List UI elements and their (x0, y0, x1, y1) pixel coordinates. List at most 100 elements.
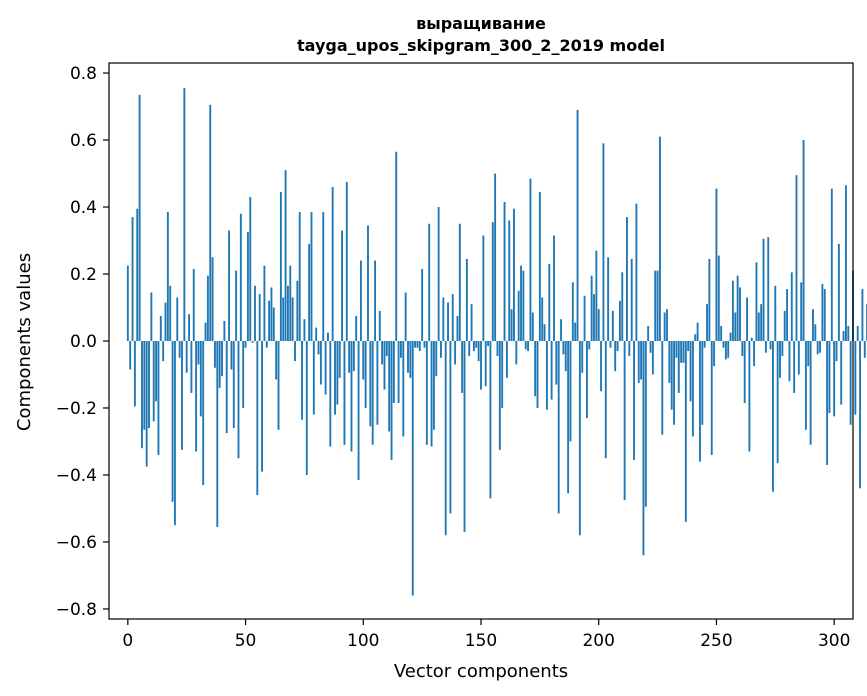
bar-230 (668, 341, 671, 383)
bar-33 (204, 322, 207, 341)
bar-59 (265, 341, 268, 348)
bar-127 (425, 341, 428, 445)
bar-31 (199, 341, 202, 417)
bar-58 (263, 265, 266, 341)
bar-295 (821, 284, 824, 341)
bar-245 (703, 341, 706, 348)
bar-136 (447, 302, 449, 341)
bar-227 (661, 341, 664, 435)
bar-313 (863, 341, 866, 358)
bar-143 (463, 341, 466, 532)
bar-130 (432, 341, 435, 430)
bar-6 (141, 341, 143, 449)
bar-79 (312, 341, 315, 415)
y-tick-label: −0.6 (56, 533, 97, 553)
bar-263 (746, 297, 748, 341)
bar-261 (741, 341, 744, 357)
bar-169 (524, 341, 527, 350)
bar-15 (162, 341, 165, 362)
bar-125 (421, 268, 424, 341)
bar-219 (642, 341, 645, 556)
bar-183 (557, 341, 560, 514)
bar-154 (489, 341, 492, 499)
y-tick-label: 0.6 (70, 131, 97, 151)
bar-53 (251, 341, 254, 343)
bar-233 (675, 341, 678, 358)
bar-283 (793, 341, 796, 393)
bar-185 (562, 341, 565, 355)
bar-115 (397, 341, 400, 403)
bar-0 (126, 265, 129, 341)
bar-192 (578, 341, 581, 536)
bar-114 (395, 151, 398, 341)
bar-40 (221, 341, 223, 377)
bar-199 (595, 250, 598, 341)
bar-277 (779, 341, 781, 378)
bar-161 (505, 341, 508, 378)
bar-87 (331, 186, 334, 341)
bar-204 (607, 257, 610, 341)
bar-83 (322, 212, 325, 341)
bar-309 (854, 341, 857, 415)
bar-234 (677, 341, 680, 393)
bar-51 (246, 232, 249, 341)
bar-72 (296, 280, 299, 341)
bar-240 (691, 341, 694, 437)
bar-2 (131, 217, 134, 341)
bar-268 (757, 312, 760, 341)
bar-168 (522, 270, 525, 341)
bar-148 (475, 341, 478, 348)
bar-157 (496, 341, 499, 357)
bar-19 (171, 341, 174, 502)
bar-264 (748, 341, 751, 452)
bar-202 (602, 143, 605, 341)
bar-153 (487, 341, 489, 347)
bar-208 (616, 341, 619, 352)
chart-title-line2: tayga_upos_skipgram_300_2_2019 model (297, 36, 665, 55)
bar-67 (284, 170, 287, 341)
bar-159 (501, 341, 504, 408)
bar-205 (609, 341, 612, 348)
plot-area (126, 88, 867, 596)
bar-172 (531, 312, 534, 341)
bar-166 (517, 290, 520, 341)
bar-231 (670, 341, 673, 410)
bar-95 (350, 341, 353, 452)
bar-22 (178, 341, 181, 358)
bar-293 (816, 341, 819, 355)
bar-147 (472, 341, 475, 352)
bar-111 (388, 341, 391, 432)
bar-266 (753, 341, 756, 367)
bar-291 (812, 309, 814, 341)
y-axis: 0.8 0.6 0.4 0.2 0.0 −0.2 −0.4 −0.6 −0.8 (56, 64, 109, 620)
bar-288 (804, 341, 807, 430)
bar-27 (190, 341, 193, 393)
bar-29 (195, 341, 198, 452)
bar-297 (826, 341, 829, 465)
bar-1 (129, 341, 132, 370)
bar-257 (731, 280, 734, 341)
bar-258 (734, 312, 737, 341)
bar-28 (192, 268, 195, 341)
bar-106 (376, 341, 379, 425)
bar-78 (310, 212, 313, 341)
bar-239 (689, 341, 692, 402)
bar-57 (261, 341, 263, 472)
bar-165 (515, 341, 518, 365)
bar-181 (553, 235, 555, 341)
bar-139 (454, 341, 457, 365)
bar-32 (202, 341, 205, 486)
bar-82 (319, 341, 322, 385)
bar-145 (468, 341, 471, 357)
bar-26 (188, 314, 190, 341)
bar-186 (564, 341, 567, 372)
bar-112 (390, 341, 393, 460)
bar-305 (844, 185, 847, 341)
bar-60 (268, 300, 271, 341)
bar-228 (663, 312, 666, 341)
bar-265 (750, 337, 753, 341)
bar-98 (357, 341, 360, 480)
bar-285 (797, 341, 800, 375)
bar-23 (181, 341, 183, 450)
